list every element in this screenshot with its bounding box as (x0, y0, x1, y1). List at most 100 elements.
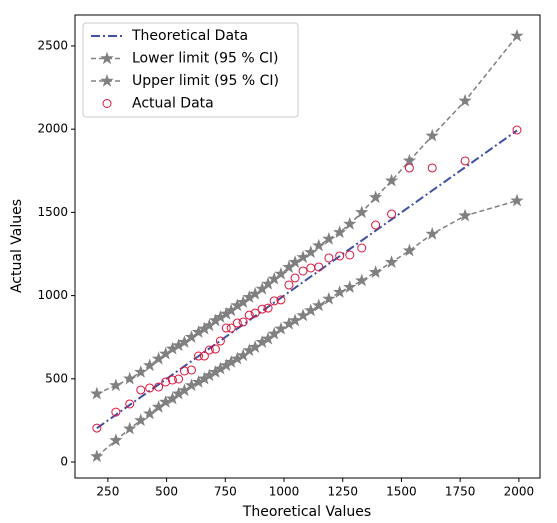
legend-label: Lower limit (95 % CI) (132, 51, 278, 67)
star-marker (242, 343, 256, 357)
data-point (186, 365, 196, 375)
data-point (345, 250, 355, 260)
star-marker (219, 358, 233, 372)
data-point (145, 383, 155, 393)
data-point (250, 308, 260, 318)
data-point (404, 163, 414, 173)
data-point (161, 377, 171, 387)
x-tick-label: 1750 (445, 485, 476, 499)
y-tick-label: 2500 (37, 38, 68, 52)
x-tick-label: 1250 (327, 485, 358, 499)
star-marker (333, 225, 347, 238)
star-marker (322, 291, 336, 305)
star-marker (368, 265, 383, 278)
data-point (357, 243, 367, 253)
star-marker (171, 338, 186, 352)
star-marker (368, 190, 383, 204)
star-marker (510, 193, 524, 207)
data-point (298, 266, 308, 276)
star-marker (208, 365, 223, 378)
star-marker (191, 325, 206, 338)
data-point (125, 399, 135, 409)
x-axis-label: Theoretical Values (242, 504, 371, 520)
star-marker (425, 128, 439, 142)
star-marker (261, 331, 275, 345)
star-marker (355, 273, 369, 287)
y-tick-label: 1500 (37, 205, 68, 219)
star-marker (109, 433, 123, 447)
x-tick-label: 1500 (386, 485, 417, 499)
star-marker (165, 341, 180, 355)
star-marker (90, 386, 104, 400)
data-point (232, 318, 242, 328)
star-marker (90, 449, 104, 463)
y-tick-label: 500 (45, 371, 68, 385)
star-marker (184, 378, 199, 392)
data-point (276, 295, 286, 305)
star-marker (458, 208, 472, 222)
star-marker (333, 285, 347, 298)
legend-label: Actual Data (132, 96, 214, 112)
legend-swatch (102, 99, 112, 108)
star-marker (197, 321, 212, 335)
star-marker (282, 316, 296, 330)
star-marker (224, 303, 238, 317)
star-marker (165, 391, 180, 405)
star-marker (274, 267, 288, 280)
star-marker (304, 245, 318, 258)
star-marker (274, 321, 288, 335)
plot-frame (74, 14, 541, 479)
star-marker (402, 153, 417, 167)
star-marker (143, 358, 157, 372)
y-tick-label: 1000 (37, 288, 68, 302)
star-marker (255, 281, 269, 295)
x-tick-label: 500 (155, 485, 178, 499)
data-point (244, 310, 254, 320)
data-point (284, 280, 294, 290)
star-marker (402, 243, 417, 257)
data-point (335, 251, 345, 261)
star-marker (134, 365, 148, 378)
star-marker (458, 93, 472, 107)
data-point (371, 220, 381, 230)
x-tick-label: 1000 (269, 485, 300, 499)
data-point (257, 304, 267, 314)
star-marker (384, 255, 399, 268)
data-point (92, 423, 102, 433)
data-point (460, 156, 470, 166)
star-marker (191, 375, 206, 388)
star-marker (267, 326, 281, 340)
data-point (387, 209, 397, 219)
series-line (96, 199, 518, 458)
legend-swatch (100, 51, 114, 65)
star-marker (143, 406, 157, 420)
data-point (204, 345, 214, 355)
star-marker (236, 295, 250, 308)
data-point (136, 385, 146, 395)
plot-area (90, 29, 524, 463)
star-marker (248, 286, 262, 300)
star-marker (282, 260, 296, 273)
star-marker (230, 298, 244, 312)
star-marker (123, 421, 137, 435)
x-tick-label: 250 (96, 485, 119, 499)
data-point (210, 344, 220, 354)
star-marker (343, 217, 357, 230)
star-marker (230, 351, 244, 365)
star-marker (384, 173, 399, 187)
star-marker (343, 280, 357, 293)
data-point (199, 351, 209, 361)
star-marker (261, 276, 275, 290)
data-point (324, 253, 334, 263)
star-marker (267, 272, 281, 285)
star-marker (322, 232, 336, 245)
star-marker (355, 205, 369, 218)
star-marker (177, 383, 192, 397)
x-tick-label: 2000 (504, 485, 535, 499)
legend-label: Theoretical Data (131, 28, 248, 44)
star-marker (288, 313, 302, 327)
data-point (215, 336, 225, 346)
star-marker (197, 371, 212, 385)
star-marker (177, 335, 192, 348)
data-point (290, 273, 300, 283)
